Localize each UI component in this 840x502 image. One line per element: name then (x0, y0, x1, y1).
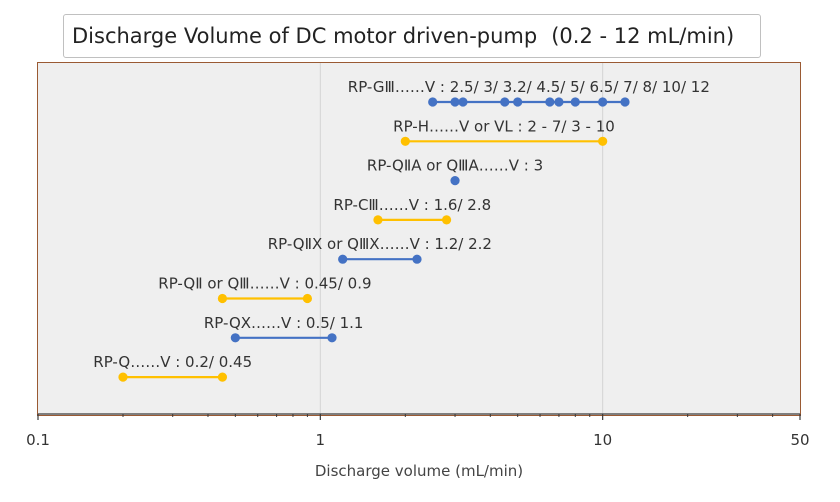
data-point (458, 97, 468, 107)
data-point (302, 293, 313, 304)
data-point (500, 97, 510, 107)
data-point (230, 333, 240, 343)
series-label: RP-H……V or VL : 2 - 7/ 3 - 10 (393, 117, 615, 135)
chart-subtitle: (0.2 - 12 mL/min) (551, 24, 735, 48)
plot-area (37, 62, 801, 416)
chart-title-box: Discharge Volume of DC motor driven-pump… (63, 14, 761, 58)
data-point (118, 372, 128, 382)
series-label: RP-QⅡX or QⅢX……V : 1.2/ 2.2 (268, 235, 492, 253)
data-point (217, 372, 228, 382)
data-point (373, 215, 383, 225)
data-point (327, 333, 337, 343)
data-point (570, 97, 580, 107)
data-point (338, 254, 348, 264)
series-labels: RP-GⅢ……V : 2.5/ 3/ 3.2/ 4.5/ 5/ 6.5/ 7/ … (93, 78, 710, 371)
x-axis-title: Discharge volume (mL/min) (315, 462, 523, 480)
data-point (450, 176, 460, 186)
data-point (620, 97, 630, 107)
data-point (513, 97, 523, 107)
data-point (554, 97, 564, 107)
x-axis: 0.1 1 10 50 (26, 413, 810, 449)
data-point (428, 97, 438, 107)
series-label: RP-Q……V : 0.2/ 0.45 (93, 353, 252, 371)
data-point (598, 97, 608, 107)
data-point (217, 293, 228, 304)
data-point (400, 136, 410, 146)
x-tick-label: 0.1 (26, 431, 50, 449)
x-tick-label: 50 (790, 431, 809, 449)
gridlines (319, 63, 604, 414)
data-point (441, 215, 452, 225)
series-label: RP-QX……V : 0.5/ 1.1 (204, 314, 364, 332)
chart-title: Discharge Volume of DC motor driven-pump (72, 24, 538, 48)
data-point (598, 136, 608, 146)
series-label: RP-CⅢ……V : 1.6/ 2.8 (333, 196, 491, 214)
x-tick-label: 10 (593, 431, 612, 449)
x-tick-label: 1 (316, 431, 326, 449)
data-point (545, 97, 555, 107)
data-point (450, 97, 460, 107)
data-point (412, 254, 422, 264)
series-label: RP-QⅡA or QⅢA……V : 3 (367, 157, 543, 175)
series-marks (118, 97, 630, 382)
series-label: RP-QⅡ or QⅢ……V : 0.45/ 0.9 (158, 275, 371, 293)
series-label: RP-GⅢ……V : 2.5/ 3/ 3.2/ 4.5/ 5/ 6.5/ 7/ … (348, 78, 710, 96)
